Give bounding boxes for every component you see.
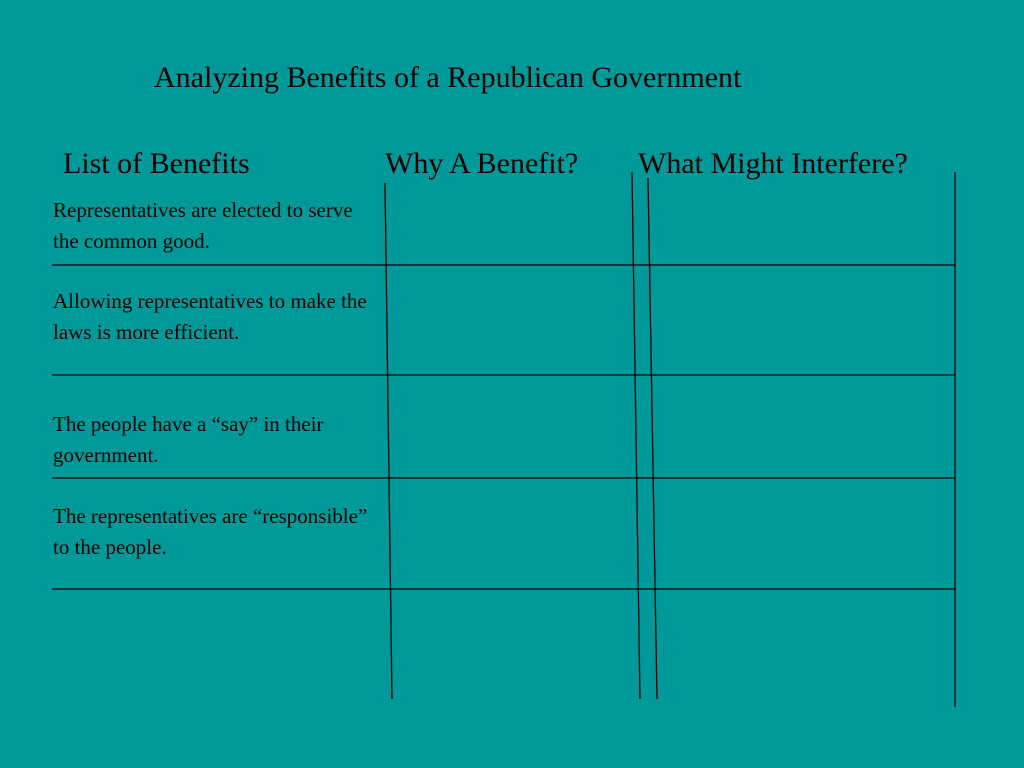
column-divider-2a bbox=[631, 171, 641, 700]
column-header-why: Why A Benefit? bbox=[385, 147, 579, 180]
column-header-interfere: What Might Interfere? bbox=[638, 147, 908, 180]
benefit-cell-4: The representatives are “responsible” to… bbox=[53, 504, 368, 559]
column-divider-1 bbox=[384, 182, 393, 700]
slide-title: Analyzing Benefits of a Republican Gover… bbox=[154, 61, 742, 94]
benefit-cell-2: Allowing representatives to make the law… bbox=[53, 289, 367, 344]
benefit-cell-1: Representatives are elected to serve the… bbox=[53, 198, 353, 253]
benefit-cell-3: The people have a “say” in their governm… bbox=[53, 412, 324, 467]
column-divider-2b bbox=[647, 177, 658, 700]
column-header-benefits: List of Benefits bbox=[63, 147, 250, 180]
